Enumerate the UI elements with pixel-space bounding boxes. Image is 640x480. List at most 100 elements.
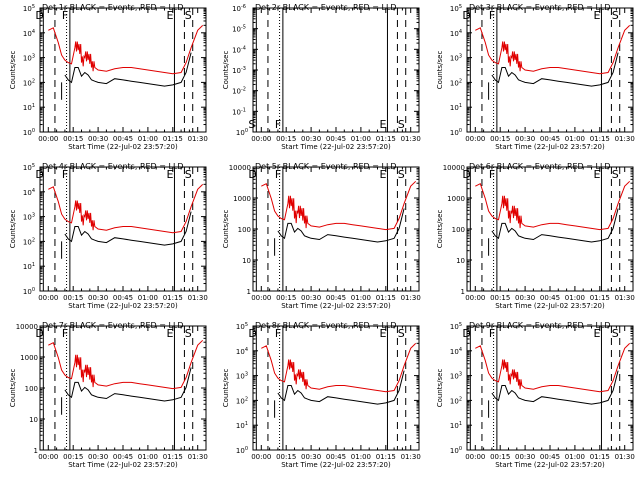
x-tick-label: 01:00 — [565, 453, 585, 461]
x-tick-label: 00:30 — [515, 135, 535, 143]
plot-frame — [466, 325, 634, 451]
x-axis-label: Start Time (22-Jul-02 23:57:20) — [68, 143, 178, 151]
y-axis-label: Counts/sec — [222, 369, 230, 408]
panel-det-4r: Det 4r BLACK = Events, RED = LLD 100 101 10… — [9, 162, 208, 310]
event-marker-label: F — [489, 168, 495, 181]
event-marker-label: D — [462, 9, 470, 22]
x-tick-label: 00:15 — [490, 294, 510, 302]
x-tick-label: 01:00 — [351, 135, 371, 143]
y-tick-label: 10 — [29, 416, 38, 424]
y-tick-label: 104 — [450, 29, 462, 38]
y-tick-label: 100 — [23, 287, 35, 296]
x-tick-label: 01:00 — [138, 294, 158, 302]
series-lld-red — [475, 343, 631, 393]
series-lld-red — [261, 343, 417, 393]
y-tick-label: 105 — [450, 4, 462, 13]
x-tick-label: 00:15 — [490, 135, 510, 143]
x-tick-label: 00:45 — [540, 135, 560, 143]
panel-title: Det 9r BLACK = Events, RED = LLD — [469, 321, 611, 330]
y-tick-label: 10-6 — [232, 4, 246, 13]
y-axis-label: Counts/sec — [436, 369, 444, 408]
x-tick-label: 00:45 — [540, 453, 560, 461]
y-tick-label: 1000 — [233, 195, 251, 203]
x-tick-label: 01:15 — [590, 135, 610, 143]
event-marker-label: F — [62, 9, 68, 22]
panel-title: Det 5r BLACK = Events, RED = LLD — [255, 162, 397, 171]
event-marker-label: S — [185, 9, 192, 22]
y-tick-label: 10-4 — [232, 45, 246, 54]
x-tick-label: 01:15 — [163, 135, 183, 143]
series-lld-red — [475, 25, 631, 75]
x-tick-label: 00:45 — [113, 453, 133, 461]
series-events-black — [61, 52, 192, 100]
event-marker-label: F — [275, 118, 281, 131]
x-axis-label: Start Time (22-Jul-02 23:57:20) — [68, 461, 178, 469]
event-marker-label: F — [489, 9, 495, 22]
x-tick-label: 01:15 — [163, 294, 183, 302]
y-axis-label: Counts/sec — [222, 210, 230, 249]
panel-title: Det 7r BLACK = Events, RED = LLD — [42, 321, 184, 330]
x-axis-label: Start Time (22-Jul-02 23:57:20) — [495, 302, 605, 310]
x-tick-label: 00:00 — [38, 135, 58, 143]
y-axis-label: Counts/sec — [9, 210, 17, 249]
y-axis-label: Counts/sec — [222, 51, 230, 90]
event-marker-label: E — [166, 168, 173, 181]
event-marker-label: D — [462, 327, 470, 340]
event-marker-label: S — [398, 327, 405, 340]
x-tick-label: 00:00 — [251, 135, 271, 143]
x-tick-label: 00:15 — [276, 294, 296, 302]
x-tick-label: 00:45 — [540, 294, 560, 302]
y-tick-label: 101 — [23, 262, 35, 271]
x-tick-label: 00:45 — [326, 294, 346, 302]
event-marker-label: E — [593, 9, 600, 22]
x-tick-label: 01:15 — [590, 294, 610, 302]
x-tick-label: 00:15 — [490, 453, 510, 461]
x-tick-label: 00:45 — [326, 453, 346, 461]
x-tick-label: 00:00 — [251, 453, 271, 461]
x-tick-label: 00:30 — [301, 453, 321, 461]
x-tick-label: 01:30 — [401, 135, 421, 143]
y-axis-label: Counts/sec — [9, 369, 17, 408]
x-axis-label: Start Time (22-Jul-02 23:57:20) — [281, 143, 391, 151]
y-tick-label: 102 — [23, 78, 35, 87]
y-tick-label: 100 — [23, 128, 35, 137]
x-tick-label: 01:30 — [615, 294, 635, 302]
x-tick-label: 00:00 — [465, 453, 485, 461]
x-tick-label: 01:15 — [376, 453, 396, 461]
x-tick-label: 01:30 — [188, 453, 208, 461]
event-marker-label: E — [166, 9, 173, 22]
y-tick-label: 10-5 — [232, 25, 246, 34]
x-tick-label: 00:30 — [515, 294, 535, 302]
y-tick-label: 10-1 — [232, 107, 246, 116]
x-tick-label: 00:00 — [465, 294, 485, 302]
y-tick-label: 10000 — [229, 164, 251, 172]
y-tick-label: 103 — [23, 54, 35, 63]
x-tick-label: 01:15 — [163, 453, 183, 461]
x-tick-label: 01:15 — [590, 453, 610, 461]
plot-frame — [466, 7, 634, 133]
x-tick-label: 00:30 — [301, 294, 321, 302]
panel-det-1r: Det 1r BLACK = Events, RED = LLD 100 101 10… — [9, 3, 208, 151]
x-tick-label: 00:00 — [251, 294, 271, 302]
y-tick-label: 105 — [450, 322, 462, 331]
y-tick-label: 100 — [452, 226, 465, 234]
panel-det-3r: Det 3r BLACK = Events, RED = LLD 100 101 10… — [436, 3, 635, 151]
x-tick-label: 01:15 — [376, 294, 396, 302]
y-tick-label: 100 — [238, 226, 251, 234]
x-tick-label: 00:30 — [301, 135, 321, 143]
plot-frame — [39, 166, 207, 292]
y-tick-label: 1 — [34, 447, 38, 455]
event-marker-label: D — [248, 327, 256, 340]
event-marker-label: E — [379, 168, 386, 181]
panel-title: Det 3r BLACK = Events, RED = LLD — [469, 3, 611, 12]
y-tick-label: 102 — [450, 78, 462, 87]
panel-det-9r: Det 9r BLACK = Events, RED = LLD 100 101 10… — [436, 321, 635, 469]
x-tick-label: 01:30 — [188, 294, 208, 302]
y-tick-label: 104 — [23, 29, 35, 38]
event-marker-label: F — [275, 327, 281, 340]
y-tick-label: 1 — [247, 288, 251, 296]
panel-title: Det 6r BLACK = Events, RED = LLD — [469, 162, 611, 171]
panel-title: Det 4r BLACK = Events, RED = LLD — [42, 162, 184, 171]
y-axis-label: Counts/sec — [436, 210, 444, 249]
